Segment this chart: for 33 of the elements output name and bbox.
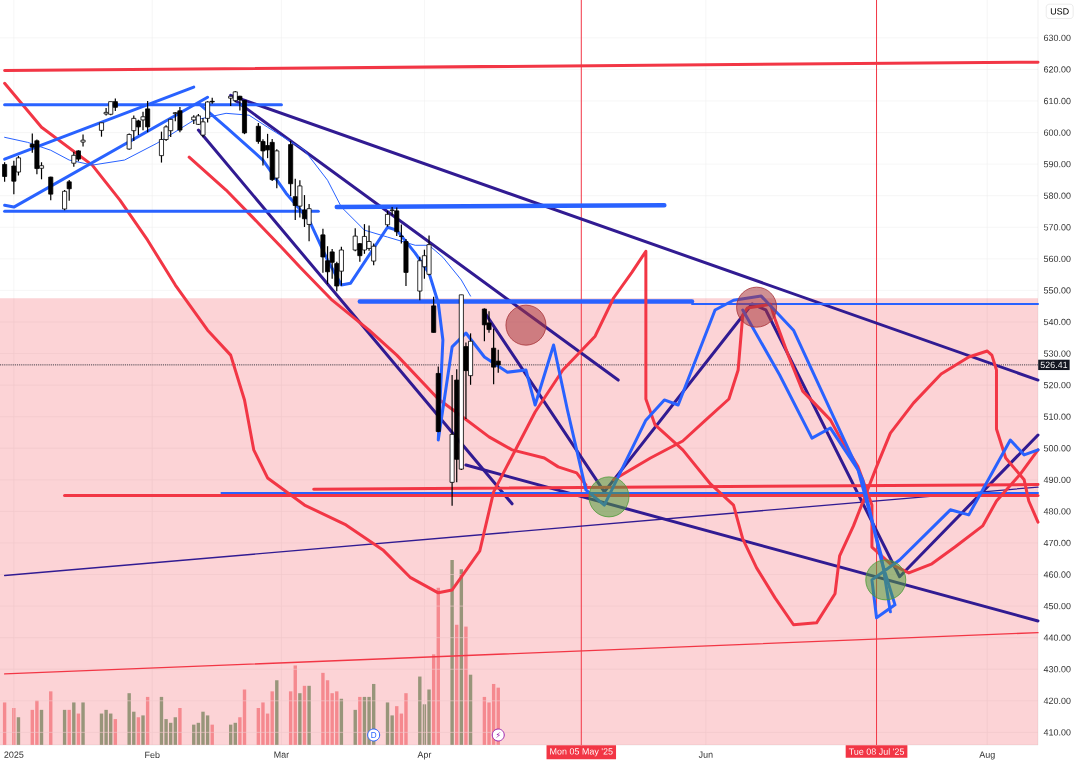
y-tick-label: 560.00 (1043, 255, 1071, 263)
y-tick-label: 520.00 (1043, 381, 1071, 389)
ref-line-label: Mon 05 May '25 (550, 748, 613, 757)
y-tick-label: 470.00 (1043, 539, 1071, 547)
y-tick-label: 570.00 (1043, 224, 1071, 231)
y-tick-label: 590.00 (1043, 160, 1071, 168)
y-tick-label: 510.00 (1043, 413, 1071, 420)
y-tick-label: 440.00 (1043, 634, 1071, 641)
y-tick-label: 550.00 (1043, 287, 1071, 294)
x-tick-label: Aug (979, 751, 995, 760)
y-tick-label: 490.00 (1043, 476, 1071, 484)
y-tick-label: 420.00 (1043, 697, 1071, 704)
y-axis-title: USD (1050, 8, 1069, 15)
y-tick-label: 610.00 (1043, 97, 1071, 105)
y-tick-label: 480.00 (1043, 508, 1071, 515)
y-tick-label: 460.00 (1043, 571, 1071, 578)
y-tick-label: 630.00 (1043, 34, 1071, 42)
x-tick-label: Jun (698, 751, 713, 758)
x-tick-label: Feb (145, 751, 160, 759)
y-tick-label: 410.00 (1043, 729, 1071, 736)
y-tick-label: 580.00 (1043, 192, 1071, 199)
y-tick-label: 600.00 (1043, 129, 1071, 136)
y-tick-label: 620.00 (1043, 66, 1071, 73)
ref-line-label: 526.41 (1040, 361, 1068, 369)
x-tick-label: 2025 (4, 751, 24, 758)
y-tick-label: 450.00 (1043, 602, 1071, 610)
ref-line-label: Tue 08 Jul '25 (848, 748, 904, 755)
y-tick-label: 530.00 (1043, 350, 1071, 357)
x-tick-label: Apr (417, 751, 432, 760)
y-tick-label: 540.00 (1043, 318, 1071, 326)
x-tick-label: Mar (274, 751, 289, 758)
y-tick-label: 500.00 (1043, 445, 1071, 452)
y-tick-label: 430.00 (1043, 666, 1071, 673)
